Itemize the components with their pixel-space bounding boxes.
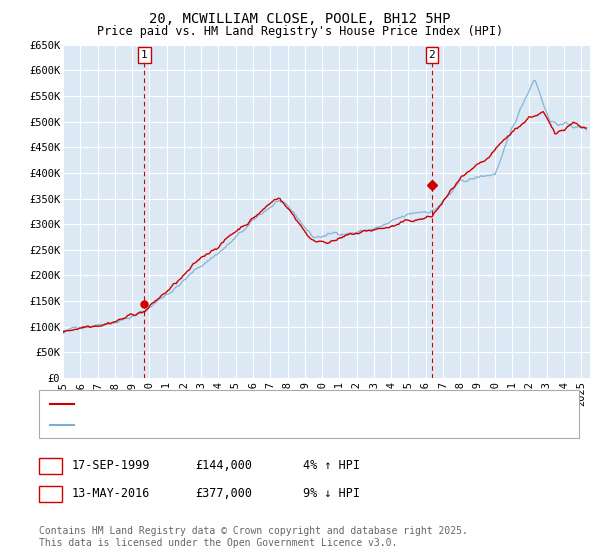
- Text: Contains HM Land Registry data © Crown copyright and database right 2025.
This d: Contains HM Land Registry data © Crown c…: [39, 526, 468, 548]
- Text: HPI: Average price, detached house, Bournemouth Christchurch and Poole: HPI: Average price, detached house, Bour…: [78, 419, 515, 430]
- Text: 4% ↑ HPI: 4% ↑ HPI: [303, 459, 360, 473]
- Text: Price paid vs. HM Land Registry's House Price Index (HPI): Price paid vs. HM Land Registry's House …: [97, 25, 503, 38]
- Text: £377,000: £377,000: [195, 487, 252, 501]
- Text: 20, MCWILLIAM CLOSE, POOLE, BH12 5HP (detached house): 20, MCWILLIAM CLOSE, POOLE, BH12 5HP (de…: [78, 399, 409, 409]
- Text: 1: 1: [47, 459, 54, 473]
- Text: 20, MCWILLIAM CLOSE, POOLE, BH12 5HP: 20, MCWILLIAM CLOSE, POOLE, BH12 5HP: [149, 12, 451, 26]
- Text: 2: 2: [47, 487, 54, 501]
- Text: 17-SEP-1999: 17-SEP-1999: [72, 459, 151, 473]
- Text: 1: 1: [141, 50, 148, 60]
- Text: 2: 2: [428, 50, 436, 60]
- Text: £144,000: £144,000: [195, 459, 252, 473]
- Text: 13-MAY-2016: 13-MAY-2016: [72, 487, 151, 501]
- Text: 9% ↓ HPI: 9% ↓ HPI: [303, 487, 360, 501]
